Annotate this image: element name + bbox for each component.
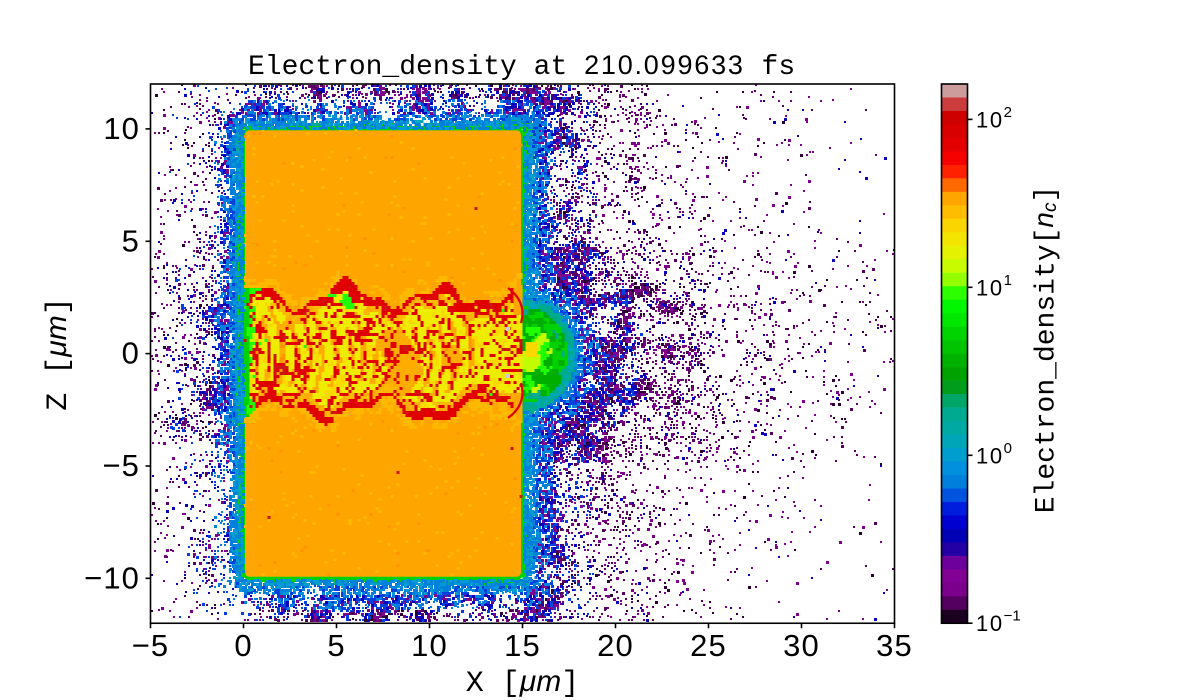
svg-text:10: 10 [103,111,140,146]
svg-text:35: 35 [876,628,913,663]
svg-text:Electron_density at 210.099633: Electron_density at 210.099633 fs [248,50,795,83]
svg-text:5: 5 [122,223,140,258]
svg-text:0: 0 [122,336,140,371]
svg-text:−10: −10 [84,560,140,595]
svg-text:0: 0 [234,628,252,663]
svg-text:Z [μm]: Z [μm] [40,297,76,410]
svg-text:25: 25 [690,628,727,663]
svg-text:30: 30 [783,628,820,663]
svg-text:15: 15 [504,628,541,663]
svg-text:−5: −5 [132,628,170,663]
svg-text:10: 10 [411,628,448,663]
svg-text:X [μm]: X [μm] [466,665,579,700]
svg-text:−5: −5 [102,448,140,483]
svg-text:20: 20 [597,628,634,663]
svg-text:Electron_density[nc]: Electron_density[nc] [1028,186,1062,514]
svg-text:5: 5 [327,628,345,663]
